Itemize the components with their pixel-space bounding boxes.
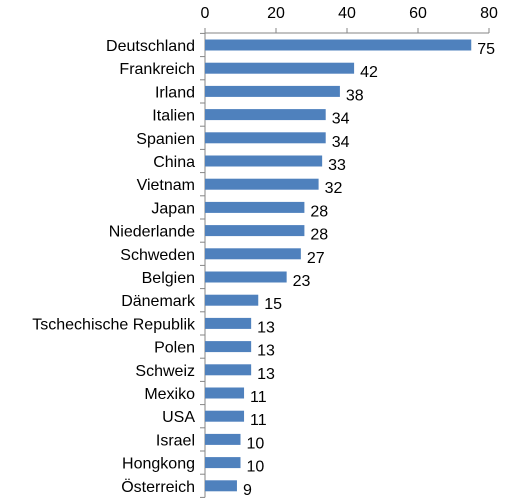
x-tick-label: 40	[338, 5, 356, 22]
x-tick-label: 0	[201, 5, 210, 22]
bar	[205, 387, 245, 399]
bar	[205, 341, 252, 353]
bar	[205, 317, 252, 329]
category-label: Hongkong	[122, 456, 195, 473]
data-label: 11	[250, 389, 267, 406]
bars	[205, 39, 472, 492]
data-label: 10	[247, 459, 265, 476]
bar	[205, 364, 252, 376]
bar	[205, 178, 319, 190]
data-label: 23	[293, 273, 311, 290]
category-label: China	[153, 154, 195, 171]
data-label: 75	[477, 41, 495, 58]
data-label: 28	[310, 227, 328, 244]
bar	[205, 410, 245, 422]
category-label: Schweden	[120, 247, 195, 264]
category-labels: Deutschland Frankreich Irland Italien Spanie…	[32, 38, 196, 496]
category-label: Tschechische Republik	[32, 316, 196, 333]
data-label: 42	[360, 64, 378, 81]
category-label: Polen	[154, 340, 195, 357]
category-label: Österreich	[121, 478, 195, 496]
bar	[205, 132, 326, 144]
bar	[205, 294, 259, 306]
data-label: 28	[310, 203, 328, 220]
category-label: Deutschland	[106, 38, 195, 55]
bar	[205, 85, 340, 97]
data-label: 32	[325, 180, 343, 197]
value-labels: 75 42 38 34 34 33 32 28 28 27 23 15 13 13 13 11 11 10 10 9	[243, 41, 495, 499]
category-label: Irland	[155, 84, 195, 101]
data-label: 34	[332, 111, 350, 128]
category-label: Italien	[152, 108, 195, 125]
data-label: 13	[257, 319, 275, 336]
category-label: Japan	[151, 200, 195, 217]
bar	[205, 457, 241, 469]
data-label: 38	[346, 87, 364, 104]
x-tick-label: 20	[267, 5, 285, 22]
data-label: 15	[264, 296, 282, 313]
bar	[205, 248, 301, 260]
category-label: USA	[162, 409, 195, 426]
category-label: Israel	[156, 432, 195, 449]
category-label: Belgien	[142, 270, 195, 287]
bar	[205, 155, 323, 167]
bar	[205, 433, 241, 445]
category-label: Schweiz	[135, 363, 195, 380]
category-label: Frankreich	[119, 61, 195, 78]
data-label: 34	[332, 134, 350, 151]
data-label: 10	[247, 435, 265, 452]
bar	[205, 201, 305, 213]
data-label: 13	[257, 366, 275, 383]
category-label: Vietnam	[137, 177, 195, 194]
data-label: 33	[328, 157, 346, 174]
data-label: 11	[250, 412, 267, 429]
bar	[205, 39, 472, 51]
category-label: Mexiko	[144, 386, 195, 403]
x-tick-label: 60	[409, 5, 427, 22]
x-tick-label: 80	[480, 5, 498, 22]
bar	[205, 109, 326, 121]
data-label: 27	[307, 250, 325, 267]
bar	[205, 480, 237, 492]
bar	[205, 271, 287, 283]
bar	[205, 62, 355, 74]
category-label: Niederlande	[109, 224, 195, 241]
category-label: Spanien	[136, 131, 195, 148]
data-label: 9	[243, 482, 252, 499]
data-label: 13	[257, 343, 275, 360]
bar	[205, 225, 305, 237]
category-label: Dänemark	[121, 293, 196, 310]
